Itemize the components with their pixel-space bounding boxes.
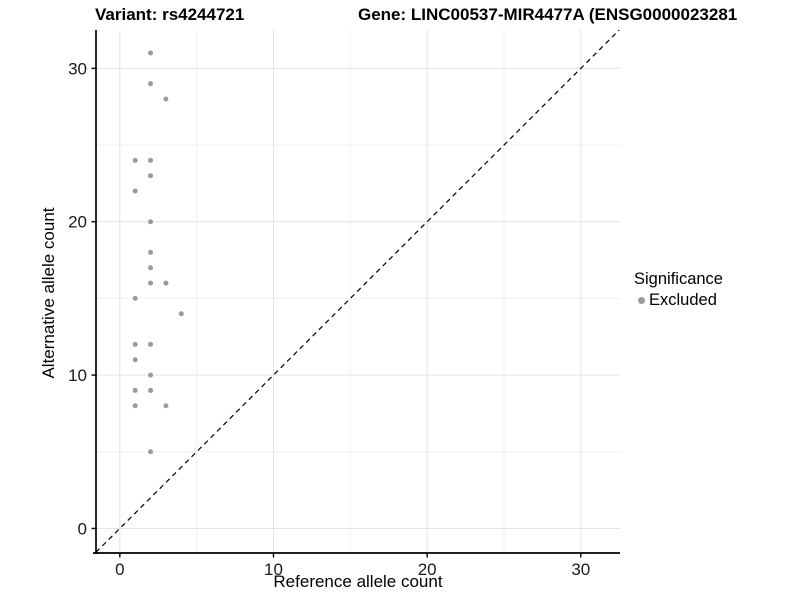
- identity-line: [95, 29, 620, 553]
- data-point: [132, 357, 138, 363]
- variant-title: Variant: rs4244721: [95, 5, 245, 24]
- data-point: [148, 387, 154, 393]
- data-point: [148, 81, 154, 87]
- data-point: [178, 311, 184, 317]
- data-point: [148, 219, 154, 225]
- legend-point-icon: [638, 297, 645, 304]
- x-tick-label: 0: [115, 560, 124, 579]
- y-tick-label: 20: [68, 213, 87, 232]
- legend-item: Excluded: [638, 291, 723, 310]
- data-point: [148, 249, 154, 255]
- data-point: [132, 403, 138, 409]
- data-point: [132, 188, 138, 194]
- data-point: [148, 341, 154, 347]
- data-point: [163, 280, 169, 286]
- data-point: [163, 96, 169, 102]
- data-point: [148, 265, 154, 271]
- y-tick-label: 30: [68, 59, 87, 78]
- y-tick-label: 10: [68, 366, 87, 385]
- legend-item-label: Excluded: [649, 291, 717, 309]
- data-point: [148, 50, 154, 56]
- data-point: [163, 403, 169, 409]
- legend: Significance Excluded: [634, 270, 723, 310]
- x-axis-title: Reference allele count: [273, 572, 443, 591]
- data-point: [132, 295, 138, 301]
- data-point: [148, 449, 154, 455]
- y-axis-title: Alternative allele count: [39, 207, 58, 379]
- x-tick-label: 10: [264, 560, 283, 579]
- gene-title: Gene: LINC00537-MIR4477A (ENSG0000023281: [358, 5, 738, 24]
- data-point: [132, 387, 138, 393]
- x-tick-label: 30: [571, 560, 590, 579]
- data-point: [148, 280, 154, 286]
- data-point: [132, 341, 138, 347]
- x-tick-label: 20: [418, 560, 437, 579]
- legend-title: Significance: [634, 270, 723, 288]
- data-point: [148, 372, 154, 378]
- data-point: [132, 157, 138, 163]
- data-point: [148, 157, 154, 163]
- data-point: [148, 173, 154, 179]
- y-tick-label: 0: [78, 519, 87, 538]
